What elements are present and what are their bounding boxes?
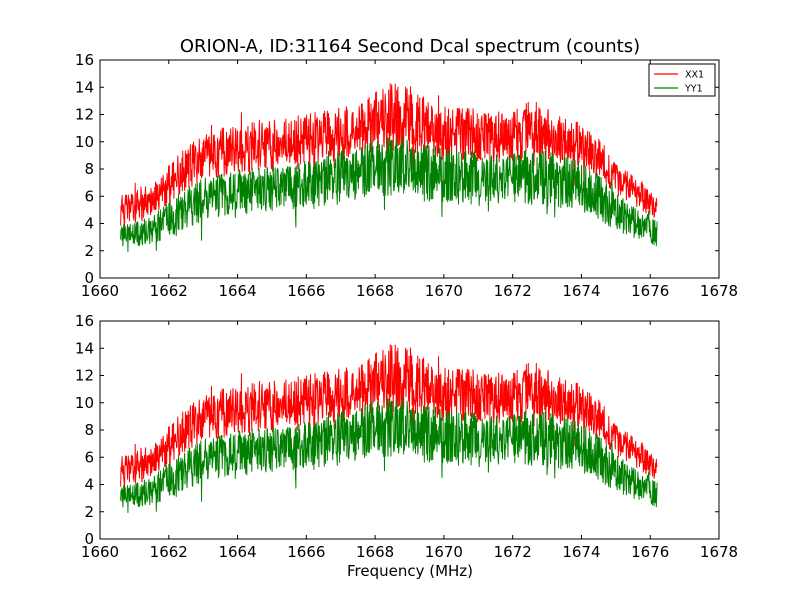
x-tick-label: 1678 xyxy=(700,543,738,561)
legend-box xyxy=(648,63,716,97)
x-tick-label: 1678 xyxy=(700,282,738,300)
x-tick-label: 1670 xyxy=(425,543,463,561)
series-line-xx1 xyxy=(120,83,658,235)
series-line-yy1 xyxy=(120,396,658,513)
figure-title: ORION-A, ID:31164 Second Dcal spectrum (… xyxy=(180,36,640,57)
legend-label-yy1: YY1 xyxy=(684,84,703,95)
x-tick-label: 1676 xyxy=(631,543,669,561)
y-tick-label: 14 xyxy=(75,339,94,357)
y-tick-label: 6 xyxy=(84,448,94,466)
series-line-yy1 xyxy=(120,135,658,252)
x-tick-label: 1674 xyxy=(562,543,600,561)
y-tick-label: 4 xyxy=(84,476,94,494)
top-spectrum-panel: 1660 1662 1664 1666 1668 1670 1672 1674 1676 1678… xyxy=(75,51,738,300)
y-tick-label: 10 xyxy=(75,133,94,151)
y-tick-label: 2 xyxy=(84,503,94,521)
x-tick-label: 1662 xyxy=(150,543,188,561)
y-tick-label: 16 xyxy=(75,51,94,69)
y-tick-label: 0 xyxy=(84,269,94,287)
x-tick-label: 1670 xyxy=(425,282,463,300)
y-tick-label: 0 xyxy=(84,530,94,548)
x-axis-label: Frequency (MHz) xyxy=(347,562,473,580)
y-tick-label: 6 xyxy=(84,187,94,205)
y-tick-label: 12 xyxy=(75,106,94,124)
y-tick-label: 14 xyxy=(75,78,94,96)
series-line-xx1 xyxy=(120,344,658,496)
x-tick-label: 1664 xyxy=(218,282,256,300)
x-tick-label: 1666 xyxy=(287,543,325,561)
y-tick-label: 8 xyxy=(84,160,94,178)
bottom-spectrum-panel: 1660 1662 1664 1666 1668 1670 1672 1674 1676 1678… xyxy=(75,312,738,561)
x-tick-label: 1660 xyxy=(81,282,119,300)
y-tick-label: 8 xyxy=(84,421,94,439)
x-tick-label: 1672 xyxy=(494,282,532,300)
x-tick-label: 1664 xyxy=(218,543,256,561)
x-tick-label: 1660 xyxy=(81,543,119,561)
y-tick-label: 10 xyxy=(75,394,94,412)
x-tick-label: 1668 xyxy=(356,543,394,561)
y-tick-label: 4 xyxy=(84,215,94,233)
y-tick-label: 12 xyxy=(75,367,94,385)
legend-label-xx1: XX1 xyxy=(685,70,704,81)
plot-area xyxy=(120,83,658,252)
y-tick-label: 2 xyxy=(84,242,94,260)
x-tick-label: 1676 xyxy=(631,282,669,300)
x-tick-label: 1666 xyxy=(287,282,325,300)
x-tick-label: 1672 xyxy=(494,543,532,561)
x-tick-label: 1674 xyxy=(562,282,600,300)
plot-area xyxy=(120,344,658,513)
x-tick-label: 1662 xyxy=(150,282,188,300)
x-tick-label: 1668 xyxy=(356,282,394,300)
y-tick-label: 16 xyxy=(75,312,94,330)
